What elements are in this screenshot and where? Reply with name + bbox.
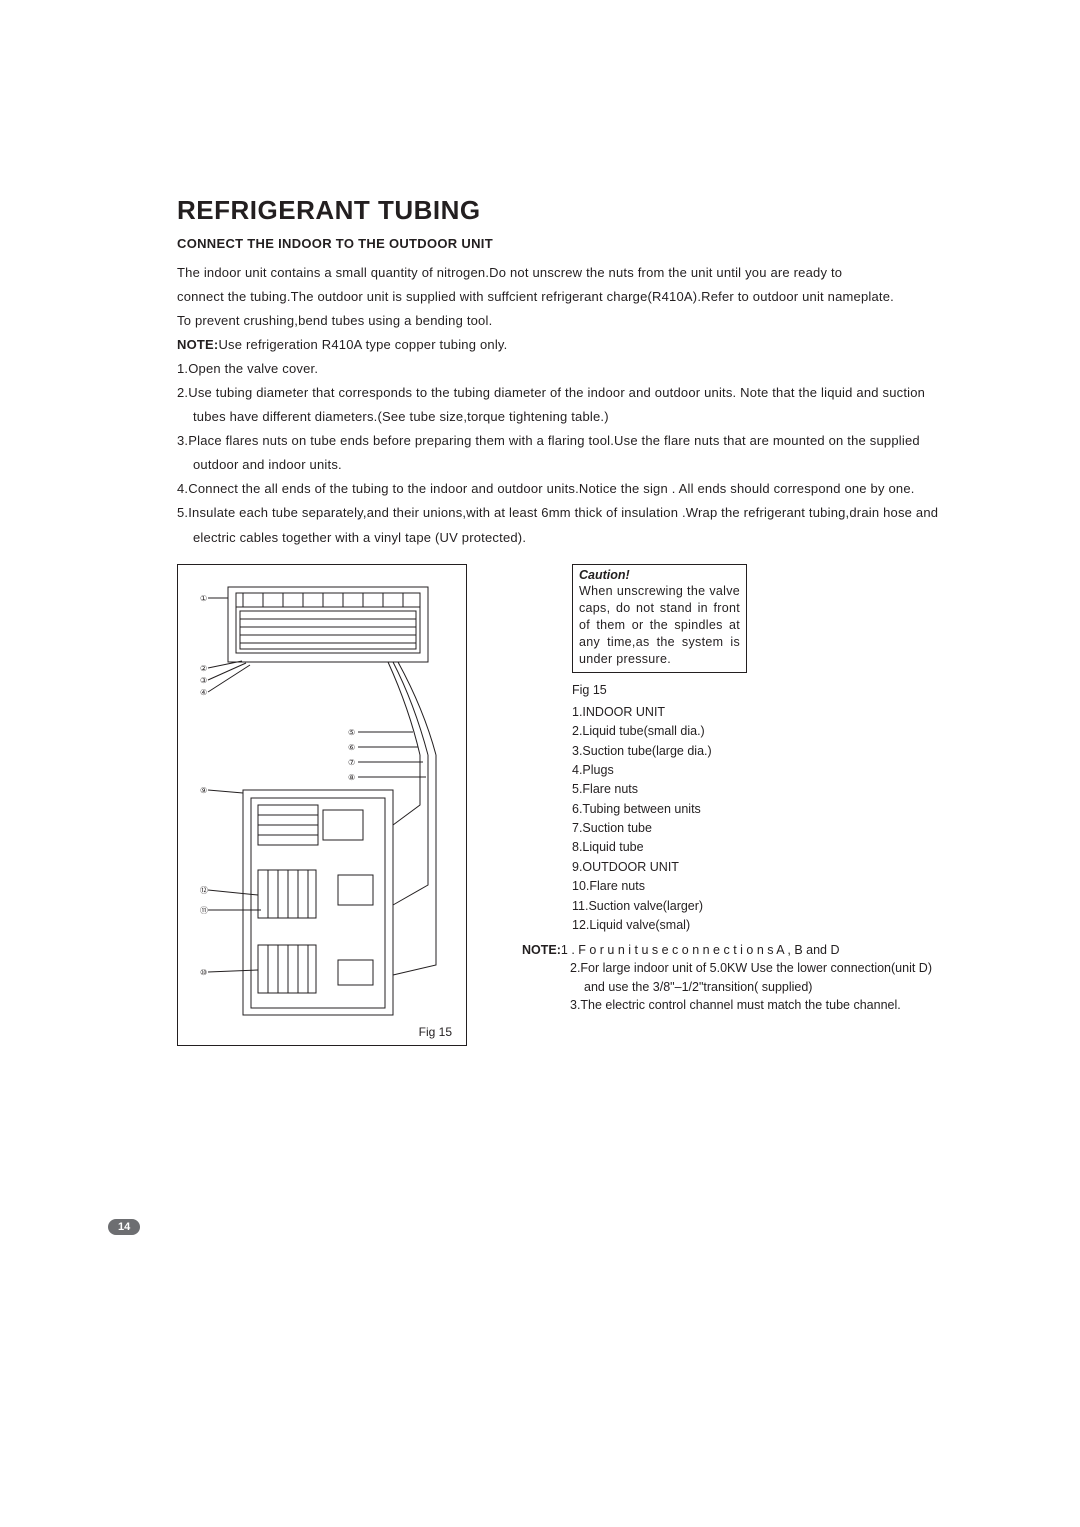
legend-item: 12.Liquid valve(smal) [572, 916, 932, 935]
step-item: 3.Place flares nuts on tube ends before … [177, 429, 947, 477]
note-line: 3.The electric control channel must matc… [522, 996, 932, 1014]
section-subtitle: CONNECT THE INDOOR TO THE OUTDOOR UNIT [177, 236, 947, 251]
svg-text:⑩: ⑩ [200, 968, 207, 977]
page-number-badge: 14 [108, 1217, 140, 1235]
svg-text:③: ③ [200, 676, 207, 685]
legend-item: 5.Flare nuts [572, 780, 932, 799]
paragraph: connect the tubing.The outdoor unit is s… [177, 285, 947, 309]
step-item: 2.Use tubing diameter that corresponds t… [177, 381, 947, 429]
svg-text:⑪: ⑪ [200, 906, 208, 915]
right-column: Caution! When unscrewing the valve caps,… [572, 564, 932, 1014]
section-title: REFRIGERANT TUBING [177, 195, 947, 226]
svg-text:⑧: ⑧ [348, 773, 355, 782]
note-line: 2.For large indoor unit of 5.0KW Use the… [522, 959, 932, 995]
note-label: NOTE: [177, 337, 218, 352]
legend-item: 1.INDOOR UNIT [572, 703, 932, 722]
svg-text:⑥: ⑥ [348, 743, 355, 752]
legend-item: 6.Tubing between units [572, 800, 932, 819]
legend-item: 9.OUTDOOR UNIT [572, 858, 932, 877]
legend-item: 2.Liquid tube(small dia.) [572, 722, 932, 741]
svg-text:④: ④ [200, 688, 207, 697]
legend-item: 7.Suction tube [572, 819, 932, 838]
page-number: 14 [108, 1219, 140, 1235]
step-item: 1.Open the valve cover. [177, 357, 947, 381]
legend-item: 8.Liquid tube [572, 838, 932, 857]
paragraph: To prevent crushing,bend tubes using a b… [177, 309, 947, 333]
svg-text:⑦: ⑦ [348, 758, 355, 767]
svg-text:①: ① [200, 594, 207, 603]
step-item: 4.Connect the all ends of the tubing to … [177, 477, 947, 501]
legend-item: 11.Suction valve(larger) [572, 897, 932, 916]
legend-item: 3.Suction tube(large dia.) [572, 742, 932, 761]
schematic-diagram: ① ② ③ ④ ⑤ ⑥ ⑦ ⑧ [188, 575, 458, 1025]
caution-title: Caution! [579, 567, 740, 584]
caution-body: When unscrewing the valve caps, do not s… [579, 583, 740, 667]
figure-label: Fig 15 [572, 683, 932, 697]
legend-item: 10.Flare nuts [572, 877, 932, 896]
svg-text:②: ② [200, 664, 207, 673]
figure-caption: Fig 15 [419, 1025, 452, 1039]
svg-text:⑤: ⑤ [348, 728, 355, 737]
bottom-note: NOTE:1 . F o r u n i t u s e c o n n e c… [522, 941, 932, 1014]
note-line: NOTE:1 . F o r u n i t u s e c o n n e c… [522, 941, 932, 959]
paragraph-note: NOTE:Use refrigeration R410A type copper… [177, 333, 947, 357]
note-text: Use refrigeration R410A type copper tubi… [218, 337, 507, 352]
svg-text:⑫: ⑫ [200, 886, 208, 895]
caution-box: Caution! When unscrewing the valve caps,… [572, 564, 747, 673]
page-content: REFRIGERANT TUBING CONNECT THE INDOOR TO… [177, 195, 947, 1046]
legend-item: 4.Plugs [572, 761, 932, 780]
figure-box: ① ② ③ ④ ⑤ ⑥ ⑦ ⑧ [177, 564, 467, 1046]
step-item: 5.Insulate each tube separately,and thei… [177, 501, 947, 549]
svg-text:⑨: ⑨ [200, 786, 207, 795]
paragraph: The indoor unit contains a small quantit… [177, 261, 947, 285]
legend-list: 1.INDOOR UNIT 2.Liquid tube(small dia.) … [572, 703, 932, 936]
lower-section: ① ② ③ ④ ⑤ ⑥ ⑦ ⑧ [177, 564, 947, 1046]
